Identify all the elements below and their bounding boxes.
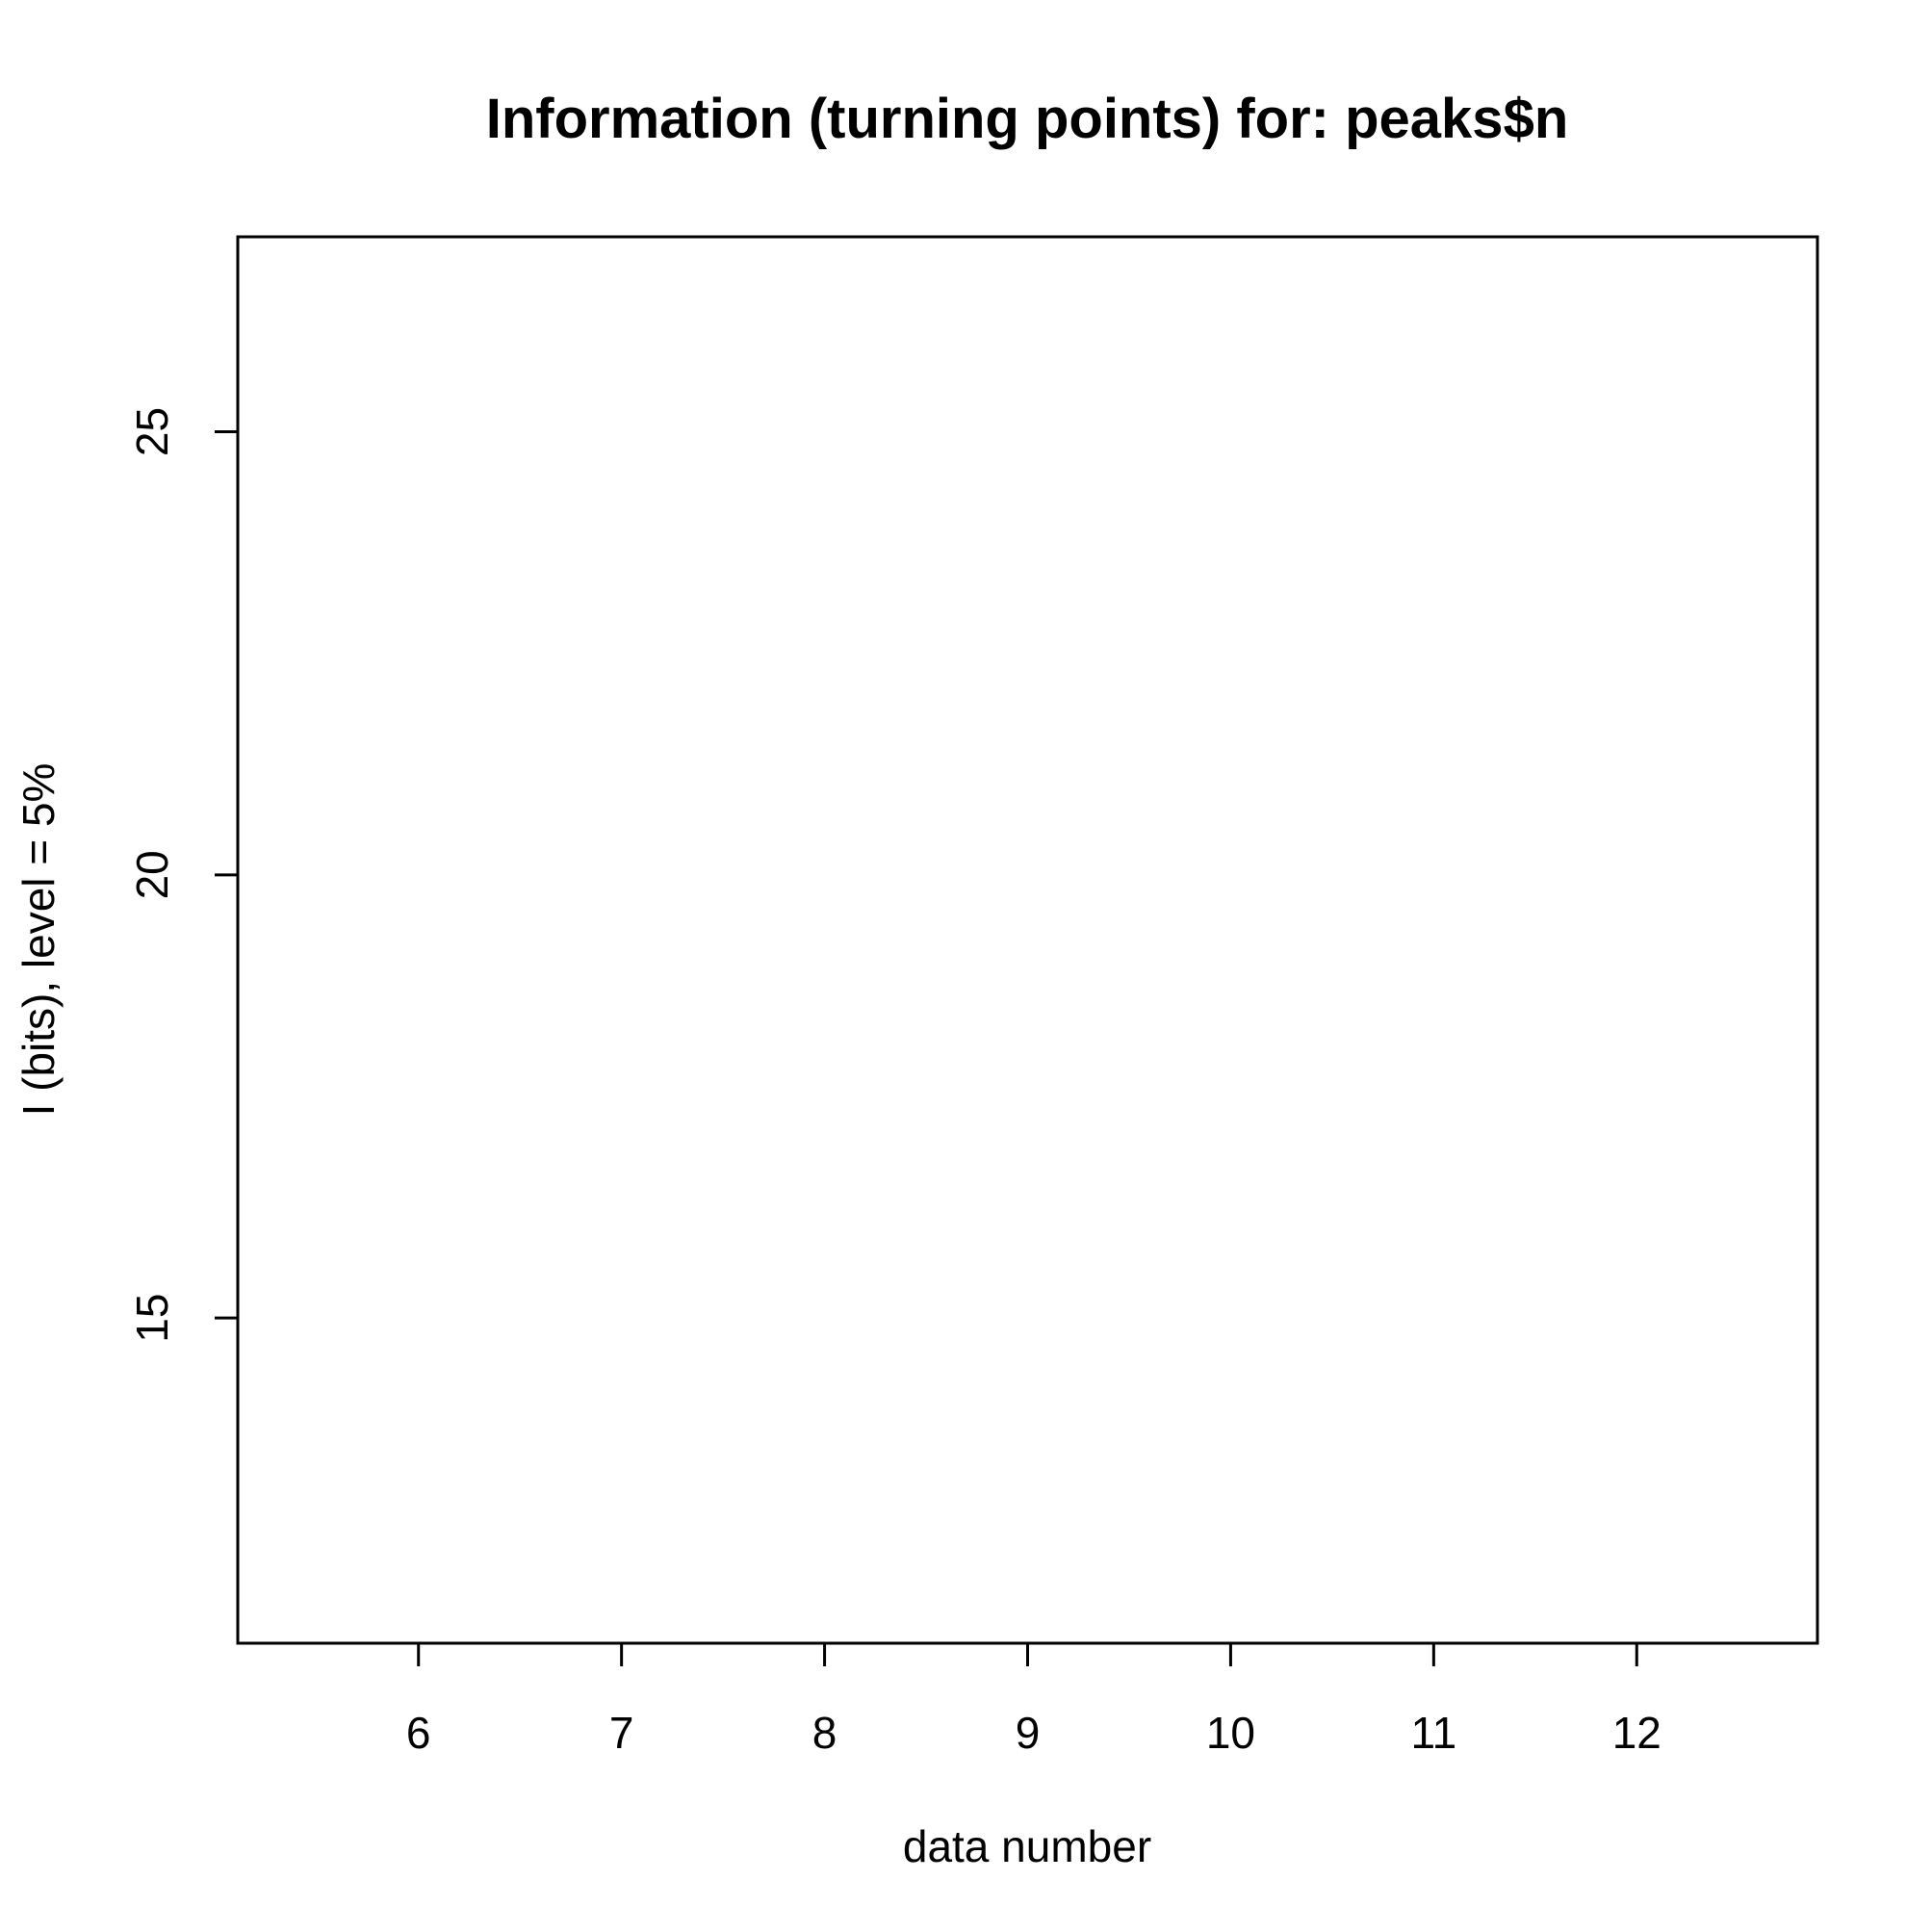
- y-tick-label: 20: [127, 850, 177, 899]
- x-tick-label: 11: [1410, 1708, 1456, 1758]
- x-tick-label: 9: [1016, 1708, 1041, 1758]
- y-tick-label: 25: [127, 407, 177, 456]
- x-tick-label: 12: [1612, 1708, 1662, 1758]
- x-tick-label: 7: [609, 1708, 634, 1758]
- y-axis-label: I (bits), level = 5%: [13, 763, 64, 1117]
- x-axis: 6 7 8 9 10 11 12: [406, 1643, 1662, 1758]
- x-tick-label: 6: [406, 1708, 431, 1758]
- y-tick-label: 15: [127, 1294, 177, 1343]
- y-axis: 15 20 25: [127, 407, 238, 1343]
- chart-title: Information (turning points) for: peaks$…: [486, 88, 1569, 150]
- x-tick-label: 8: [812, 1708, 837, 1758]
- x-axis-label: data number: [903, 1821, 1151, 1871]
- x-tick-label: 10: [1206, 1708, 1255, 1758]
